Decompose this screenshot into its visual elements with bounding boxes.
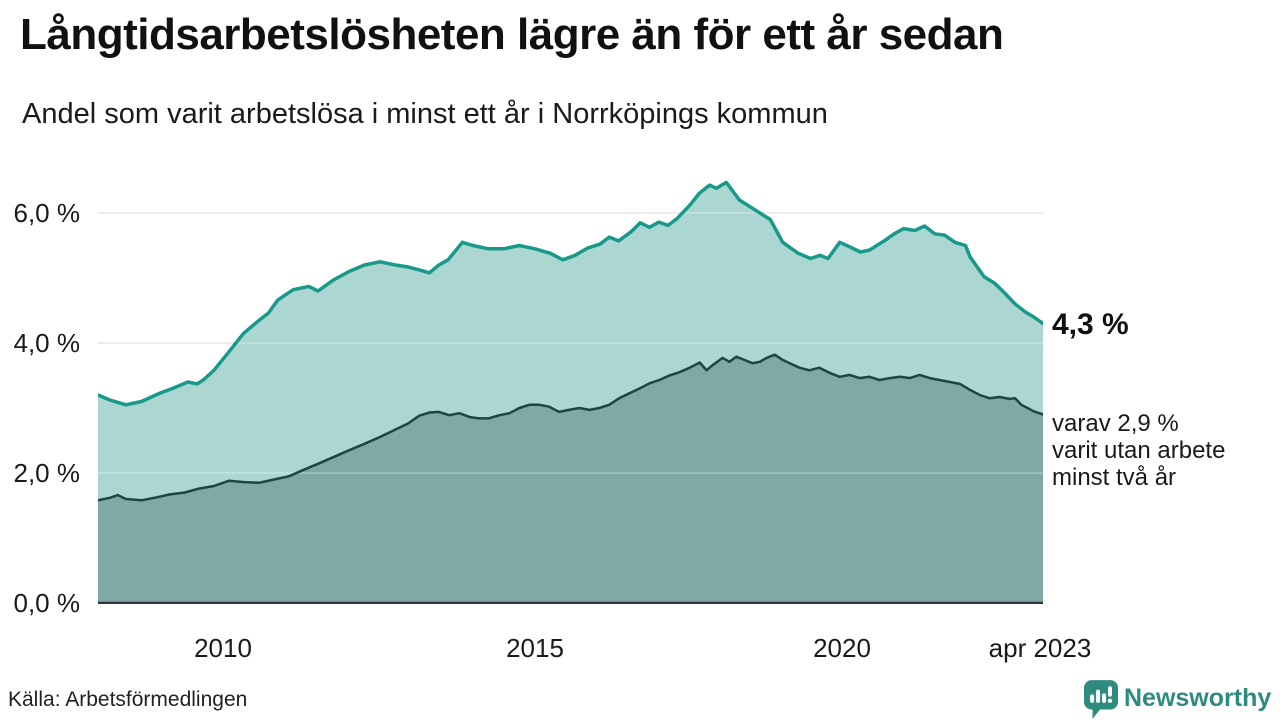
chart-subtitle: Andel som varit arbetslösa i minst ett å… (22, 98, 828, 130)
newsworthy-icon (1084, 680, 1118, 720)
x-tick-2020: 2020 (813, 633, 871, 663)
page-title: Långtidsarbetslösheten lägre än för ett … (20, 10, 1004, 59)
source-credit: Källa: Arbetsförmedlingen (8, 688, 248, 711)
y-tick-6: 6,0 % (13, 198, 81, 228)
x-tick-2010: 2010 (194, 633, 252, 663)
area-chart-plot (98, 180, 1043, 604)
newsworthy-logo: Newsworthy (1084, 680, 1271, 720)
series-end-value-label: 4,3 % (1052, 308, 1129, 341)
y-tick-0: 0,0 % (13, 588, 81, 618)
newsworthy-wordmark: Newsworthy (1124, 684, 1272, 712)
x-tick-apr-2023: apr 2023 (988, 633, 1092, 663)
y-tick-4: 4,0 % (13, 328, 81, 358)
y-tick-2: 2,0 % (13, 458, 81, 488)
series-secondary-label: varav 2,9 % varit utan arbete minst två … (1052, 410, 1226, 492)
x-tick-2015: 2015 (506, 633, 564, 663)
